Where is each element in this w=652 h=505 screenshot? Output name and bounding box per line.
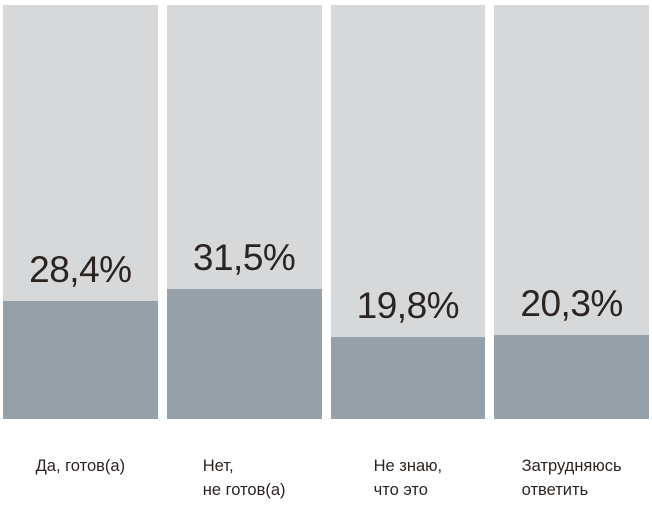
bar-column-zatrudnyayus: 20,3% Затрудняюсь ответить [494,5,649,502]
category-label-row-3: Не знаю, что это [331,454,486,502]
category-label-row-2: Нет, не готов(а) [167,454,322,502]
bar-track-3: 19,8% [330,5,486,419]
category-label-row-1: Да, готов(а) [3,454,158,478]
bar-track-2: 31,5% [166,5,322,419]
bar-value-label-3: 19,8% [356,285,460,327]
category-label-4: Затрудняюсь ответить [521,457,622,499]
category-label-1: Да, готов(а) [35,457,126,475]
category-label-row-4: Затрудняюсь ответить [494,454,649,502]
bar-column-net-ne-gotov: 31,5% Нет, не готов(а) [166,5,322,502]
bar-fill-3 [330,337,486,419]
bar-fill-2 [166,288,322,419]
category-label-2: Нет, не готов(а) [202,457,286,499]
bar-track-1: 28,4% [3,5,158,419]
bar-column-ne-znayu: 19,8% Не знаю, что это [330,5,486,502]
category-label-3: Не знаю, что это [373,457,443,499]
bar-column-da-gotov: 28,4% Да, готов(а) [3,5,158,502]
bar-fill-1 [3,301,158,419]
bar-value-label-1: 28,4% [29,249,132,291]
bar-value-label-2: 31,5% [192,236,296,278]
bar-fill-4 [494,334,649,419]
bar-value-label-4: 20,3% [520,282,623,324]
bar-track-4: 20,3% [494,5,649,419]
